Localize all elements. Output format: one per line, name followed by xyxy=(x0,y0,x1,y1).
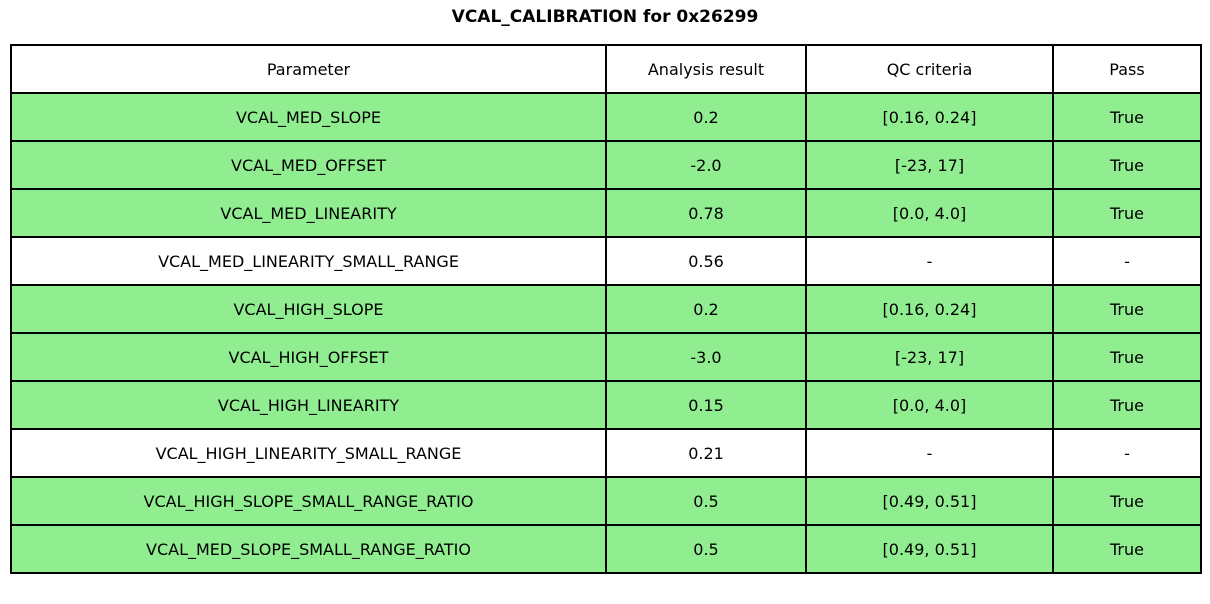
analysis-result-cell: 0.21 xyxy=(605,428,807,478)
qc-criteria-cell: [0.0, 4.0] xyxy=(805,380,1054,430)
analysis-result-cell: 0.5 xyxy=(605,476,807,526)
table-row: VCAL_MED_LINEARITY 0.78 [0.0, 4.0] True xyxy=(10,188,1202,238)
analysis-result-cell: 0.78 xyxy=(605,188,807,238)
column-header-pass: Pass xyxy=(1052,44,1202,94)
qc-criteria-cell: [-23, 17] xyxy=(805,332,1054,382)
parameter-cell: VCAL_HIGH_SLOPE_SMALL_RANGE_RATIO xyxy=(10,476,607,526)
pass-cell: - xyxy=(1052,236,1202,286)
column-header-parameter: Parameter xyxy=(10,44,607,94)
header-row: Parameter Analysis result QC criteria Pa… xyxy=(10,44,1202,94)
pass-cell: True xyxy=(1052,284,1202,334)
table-body: VCAL_MED_SLOPE 0.2 [0.16, 0.24] True VCAL_ME… xyxy=(10,92,1202,574)
parameter-cell: VCAL_MED_SLOPE_SMALL_RANGE_RATIO xyxy=(10,524,607,574)
qc-criteria-cell: [-23, 17] xyxy=(805,140,1054,190)
parameter-cell: VCAL_HIGH_OFFSET xyxy=(10,332,607,382)
pass-cell: True xyxy=(1052,188,1202,238)
pass-cell: True xyxy=(1052,380,1202,430)
parameter-cell: VCAL_MED_LINEARITY_SMALL_RANGE xyxy=(10,236,607,286)
column-header-analysis-result: Analysis result xyxy=(605,44,807,94)
analysis-result-cell: 0.2 xyxy=(605,92,807,142)
parameter-cell: VCAL_MED_OFFSET xyxy=(10,140,607,190)
table-row: VCAL_MED_SLOPE 0.2 [0.16, 0.24] True xyxy=(10,92,1202,142)
figure-title: VCAL_CALIBRATION for 0x26299 xyxy=(451,7,759,27)
table-row: VCAL_HIGH_SLOPE 0.2 [0.16, 0.24] True xyxy=(10,284,1202,334)
table-row: VCAL_MED_OFFSET -2.0 [-23, 17] True xyxy=(10,140,1202,190)
analysis-result-cell: -3.0 xyxy=(605,332,807,382)
pass-cell: True xyxy=(1052,140,1202,190)
table-row: VCAL_HIGH_SLOPE_SMALL_RANGE_RATIO 0.5 [0.4… xyxy=(10,476,1202,526)
parameter-cell: VCAL_MED_SLOPE xyxy=(10,92,607,142)
table-row: VCAL_MED_SLOPE_SMALL_RANGE_RATIO 0.5 [0.49… xyxy=(10,524,1202,574)
table-row: VCAL_HIGH_OFFSET -3.0 [-23, 17] True xyxy=(10,332,1202,382)
analysis-result-cell: 0.15 xyxy=(605,380,807,430)
qc-criteria-cell: - xyxy=(805,428,1054,478)
pass-cell: True xyxy=(1052,332,1202,382)
table-row: VCAL_HIGH_LINEARITY 0.15 [0.0, 4.0] True xyxy=(10,380,1202,430)
qc-criteria-cell: [0.16, 0.24] xyxy=(805,284,1054,334)
qc-criteria-cell: - xyxy=(805,236,1054,286)
analysis-result-cell: 0.5 xyxy=(605,524,807,574)
table-row: VCAL_HIGH_LINEARITY_SMALL_RANGE 0.21- - xyxy=(10,428,1202,478)
table-header: Parameter Analysis result QC criteria Pa… xyxy=(10,44,1202,94)
qc-results-table: Parameter Analysis result QC criteria Pa… xyxy=(10,44,1202,574)
pass-cell: True xyxy=(1052,476,1202,526)
column-header-qc-criteria: QC criteria xyxy=(805,44,1054,94)
pass-cell: True xyxy=(1052,524,1202,574)
pass-cell: - xyxy=(1052,428,1202,478)
qc-criteria-cell: [0.49, 0.51] xyxy=(805,524,1054,574)
analysis-result-cell: 0.56 xyxy=(605,236,807,286)
qc-criteria-cell: [0.49, 0.51] xyxy=(805,476,1054,526)
parameter-cell: VCAL_HIGH_LINEARITY xyxy=(10,380,607,430)
analysis-result-cell: -2.0 xyxy=(605,140,807,190)
pass-cell: True xyxy=(1052,92,1202,142)
analysis-result-cell: 0.2 xyxy=(605,284,807,334)
table-row: VCAL_MED_LINEARITY_SMALL_RANGE 0.56- - xyxy=(10,236,1202,286)
parameter-cell: VCAL_MED_LINEARITY xyxy=(10,188,607,238)
qc-criteria-cell: [0.0, 4.0] xyxy=(805,188,1054,238)
parameter-cell: VCAL_HIGH_SLOPE xyxy=(10,284,607,334)
parameter-cell: VCAL_HIGH_LINEARITY_SMALL_RANGE xyxy=(10,428,607,478)
qc-criteria-cell: [0.16, 0.24] xyxy=(805,92,1054,142)
